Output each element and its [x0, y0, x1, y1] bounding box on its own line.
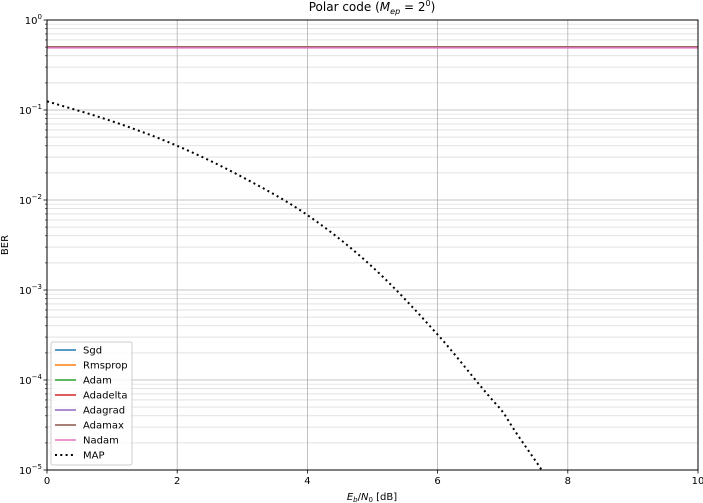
- x-axis-ticks: 0 2 4 6 8 10: [44, 470, 703, 487]
- legend-label-map: MAP: [83, 451, 105, 462]
- y-tick-label: 10−4: [19, 373, 43, 387]
- x-tick-label: 0: [44, 476, 50, 487]
- minor-grid: [47, 23, 698, 444]
- y-tick-label: 10−5: [19, 463, 42, 477]
- x-tick-label: 8: [565, 476, 571, 487]
- chart-title: Polar code (Mep = 20): [309, 0, 436, 16]
- x-tick-label: 6: [434, 476, 440, 487]
- y-tick-label: 10−1: [19, 103, 42, 117]
- legend-label-adagrad: Adagrad: [83, 406, 125, 417]
- legend-label-sgd: Sgd: [83, 346, 102, 357]
- legend-label-nadam: Nadam: [83, 436, 119, 447]
- x-tick-label: 4: [304, 476, 310, 487]
- plot-frame: [46, 19, 699, 471]
- series-line-map: [46, 100, 543, 471]
- y-axis-ticks: 100 10−1 10−2 10−3 10−4 10−5: [19, 13, 47, 477]
- x-axis-label: Eb/N0 [dB]: [347, 492, 397, 503]
- legend-box: [50, 341, 133, 466]
- y-tick-label: 100: [25, 13, 42, 27]
- y-tick-label: 10−3: [19, 283, 42, 297]
- x-tick-label: 10: [692, 476, 703, 487]
- legend-label-adam: Adam: [83, 376, 112, 387]
- legend-label-adamax: Adamax: [83, 421, 124, 432]
- y-axis-label: BER: [0, 235, 11, 255]
- legend-label-adadelta: Adadelta: [83, 391, 127, 402]
- legend-label-rmsprop: Rmsprop: [83, 361, 128, 372]
- y-tick-label: 10−2: [19, 193, 42, 207]
- plot-area: [47, 20, 698, 470]
- x-tick-label: 2: [174, 476, 180, 487]
- series-group: [46, 46, 698, 471]
- legend: Sgd Rmsprop Adam Adadelta Adagrad Adamax Nadam…: [50, 341, 133, 466]
